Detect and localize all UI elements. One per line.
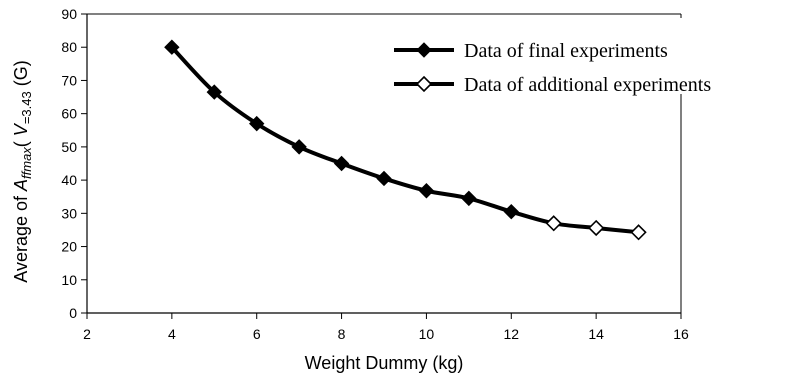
y-tick-label: 20 — [61, 239, 77, 255]
y-axis-title-prefix: Average of — [11, 191, 31, 283]
y-axis-title-v-sub: =3.43 — [19, 91, 34, 124]
additional-data-point — [630, 224, 647, 241]
y-tick-label: 60 — [61, 106, 77, 122]
y-axis-title-v: V — [11, 122, 31, 136]
legend-marker — [415, 75, 433, 93]
y-tick-label: 0 — [69, 305, 77, 321]
legend-label: Data of additional experiments — [464, 74, 711, 96]
x-tick-label: 2 — [83, 326, 91, 342]
x-tick-label: 10 — [419, 326, 435, 342]
y-tick-label: 80 — [61, 39, 77, 55]
y-tick-label: 40 — [61, 172, 77, 188]
legend-label: Data of final experiments — [464, 40, 668, 62]
y-tick-label: 10 — [61, 272, 77, 288]
y-axis-title-suffix: (G) — [11, 60, 31, 91]
legend-item: Data of additional experiments — [394, 74, 711, 96]
additional-data-point — [545, 215, 562, 232]
legend-marker — [416, 42, 432, 58]
y-axis-title: Average of Affmax( V=3.43 (G) — [11, 60, 34, 282]
final-data-point — [461, 190, 477, 207]
final-data-point — [503, 203, 519, 220]
final-data-point — [291, 139, 307, 155]
y-axis-title-a: A — [11, 179, 31, 192]
legend-item: Data of final experiments — [394, 40, 668, 62]
series-group — [164, 39, 647, 241]
x-tick-label: 14 — [588, 326, 604, 342]
x-tick-label: 6 — [253, 326, 261, 342]
x-tick-label: 4 — [168, 326, 176, 342]
x-tick-label: 8 — [338, 326, 346, 342]
legend: Data of final experiments Data of additio… — [394, 40, 711, 96]
y-axis-title-a-sub: ffmax — [19, 147, 34, 179]
additional-data-point — [588, 219, 605, 237]
final-data-point — [249, 115, 265, 132]
y-tick-label: 90 — [61, 6, 77, 22]
x-tick-label: 16 — [673, 326, 689, 342]
y-tick-label: 50 — [61, 139, 77, 155]
final-data-point — [164, 39, 180, 55]
final-data-point — [206, 84, 222, 100]
final-data-point — [376, 170, 392, 187]
final-data-point — [418, 183, 435, 199]
final-data-point — [333, 155, 350, 172]
y-tick-label: 30 — [61, 205, 77, 221]
axis-ticks: 2 4 6 8 10 12 14 16 0 10 20 30 40 50 60 70 80 90 — [61, 6, 689, 342]
legend-box — [388, 18, 792, 94]
y-tick-label: 70 — [61, 72, 77, 88]
x-axis-title: Weight Dummy (kg) — [305, 353, 464, 373]
x-tick-label: 12 — [503, 326, 519, 342]
